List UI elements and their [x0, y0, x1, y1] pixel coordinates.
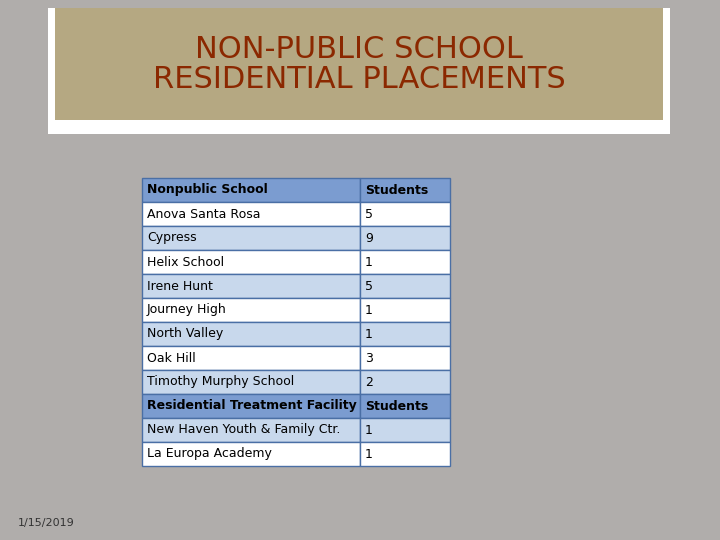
FancyBboxPatch shape	[360, 274, 450, 298]
Text: Students: Students	[365, 184, 428, 197]
Text: New Haven Youth & Family Ctr.: New Haven Youth & Family Ctr.	[147, 423, 341, 436]
FancyBboxPatch shape	[360, 178, 450, 202]
Text: Irene Hunt: Irene Hunt	[147, 280, 213, 293]
Text: 5: 5	[365, 280, 373, 293]
FancyBboxPatch shape	[360, 418, 450, 442]
FancyBboxPatch shape	[360, 442, 450, 466]
FancyBboxPatch shape	[360, 298, 450, 322]
FancyBboxPatch shape	[360, 226, 450, 250]
Text: 1: 1	[365, 327, 373, 341]
FancyBboxPatch shape	[142, 202, 360, 226]
Text: 1: 1	[365, 423, 373, 436]
Text: 5: 5	[365, 207, 373, 220]
Text: 1: 1	[365, 448, 373, 461]
FancyBboxPatch shape	[142, 418, 360, 442]
FancyBboxPatch shape	[142, 394, 360, 418]
Text: Students: Students	[365, 400, 428, 413]
FancyBboxPatch shape	[142, 250, 360, 274]
FancyBboxPatch shape	[48, 8, 670, 134]
Text: 2: 2	[365, 375, 373, 388]
Text: NON-PUBLIC SCHOOL: NON-PUBLIC SCHOOL	[195, 36, 523, 64]
FancyBboxPatch shape	[142, 178, 360, 202]
Text: Helix School: Helix School	[147, 255, 224, 268]
FancyBboxPatch shape	[360, 202, 450, 226]
Text: 3: 3	[365, 352, 373, 365]
Text: Journey High: Journey High	[147, 303, 227, 316]
FancyBboxPatch shape	[142, 322, 360, 346]
FancyBboxPatch shape	[142, 274, 360, 298]
FancyBboxPatch shape	[360, 322, 450, 346]
Text: Timothy Murphy School: Timothy Murphy School	[147, 375, 294, 388]
Text: Nonpublic School: Nonpublic School	[147, 184, 268, 197]
FancyBboxPatch shape	[142, 370, 360, 394]
FancyBboxPatch shape	[360, 394, 450, 418]
Text: Residential Treatment Facility: Residential Treatment Facility	[147, 400, 356, 413]
Text: RESIDENTIAL PLACEMENTS: RESIDENTIAL PLACEMENTS	[153, 65, 565, 94]
Text: La Europa Academy: La Europa Academy	[147, 448, 272, 461]
FancyBboxPatch shape	[360, 370, 450, 394]
FancyBboxPatch shape	[142, 442, 360, 466]
FancyBboxPatch shape	[142, 226, 360, 250]
Text: Oak Hill: Oak Hill	[147, 352, 196, 365]
FancyBboxPatch shape	[55, 8, 663, 120]
Text: 1/15/2019: 1/15/2019	[18, 518, 75, 528]
Text: 1: 1	[365, 303, 373, 316]
Text: 1: 1	[365, 255, 373, 268]
Text: Cypress: Cypress	[147, 232, 197, 245]
FancyBboxPatch shape	[142, 346, 360, 370]
Text: 9: 9	[365, 232, 373, 245]
FancyBboxPatch shape	[360, 346, 450, 370]
FancyBboxPatch shape	[360, 250, 450, 274]
Text: Anova Santa Rosa: Anova Santa Rosa	[147, 207, 261, 220]
FancyBboxPatch shape	[142, 298, 360, 322]
Text: North Valley: North Valley	[147, 327, 223, 341]
